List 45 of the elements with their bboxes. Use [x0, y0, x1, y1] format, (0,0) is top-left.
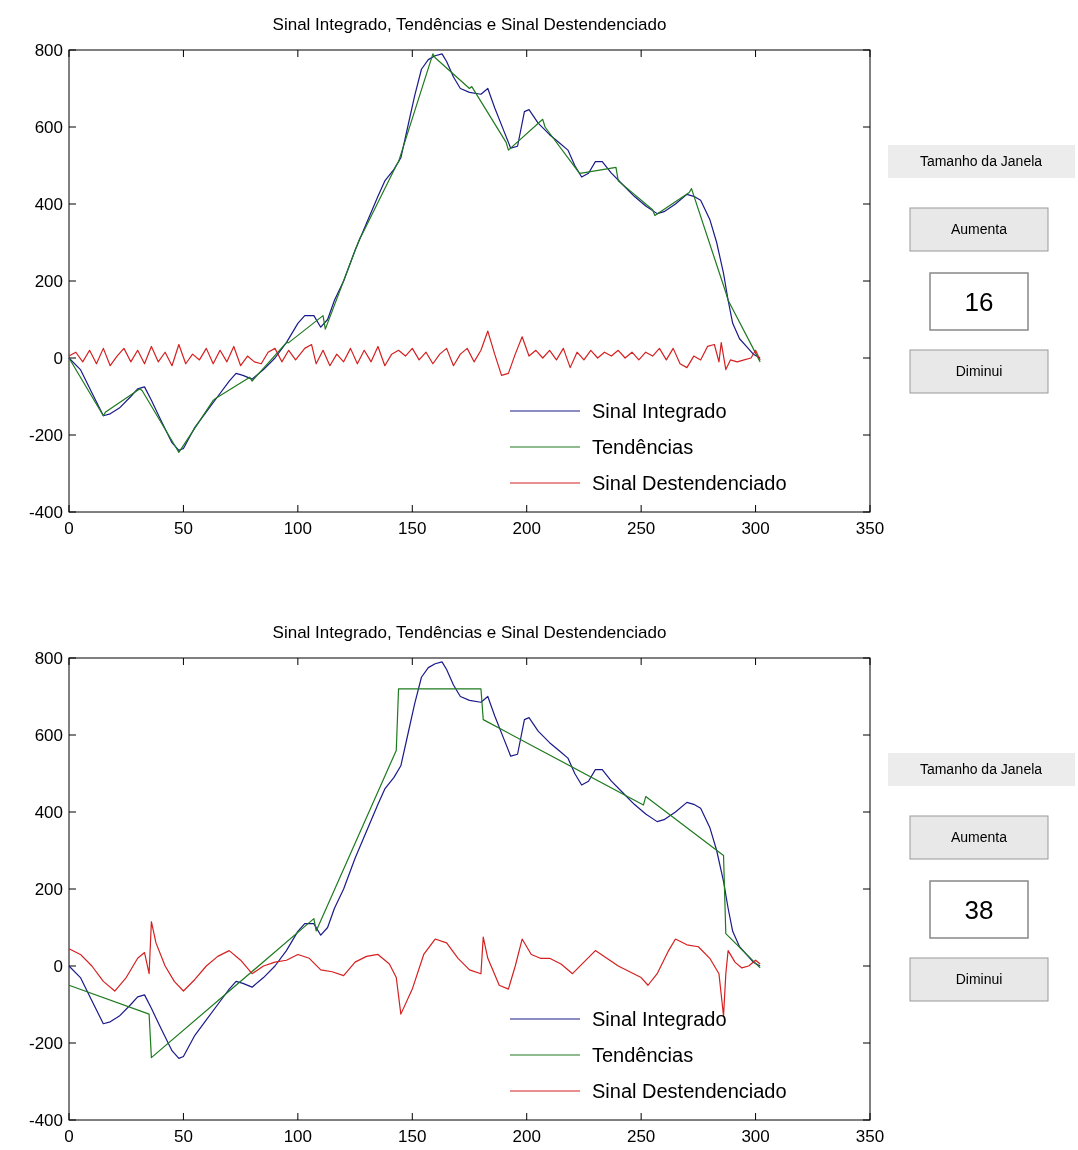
button: Diminui: [909, 349, 1049, 394]
y-tick-label: -200: [28, 1034, 63, 1053]
x-tick-label: 250: [626, 519, 656, 538]
x-tick-label: 350: [855, 519, 885, 538]
x-tick-label: 250: [626, 1127, 656, 1146]
text-field: 38: [929, 880, 1029, 939]
x-tick-label: 150: [398, 519, 427, 538]
x-tick-label: 50: [173, 1127, 193, 1146]
legend-label: Tendências: [592, 1044, 694, 1066]
chart-title: Sinal Integrado, Tendências e Sinal Destendenciado: [272, 15, 667, 34]
legend-label: Sinal Destendenciado: [592, 472, 787, 494]
legend-label: Sinal Destendenciado: [592, 1080, 787, 1102]
y-tick-label: 200: [34, 272, 63, 291]
y-tick-label: 800: [34, 649, 63, 668]
y-tick-label: 0: [53, 957, 63, 976]
chart-title: Sinal Integrado, Tendências e Sinal Destendenciado: [272, 623, 667, 642]
y-tick-label: -200: [28, 426, 63, 445]
button: Diminui: [909, 957, 1049, 1002]
y-tick-label: 0: [53, 349, 63, 368]
y-tick-label: 200: [34, 880, 63, 899]
legend-label: Sinal Integrado: [592, 400, 727, 422]
x-tick-label: 100: [283, 519, 313, 538]
x-tick-label: 50: [173, 519, 193, 538]
button: Aumenta: [909, 815, 1049, 860]
x-tick-label: 200: [512, 1127, 541, 1146]
x-tick-label: 300: [741, 1127, 770, 1146]
y-tick-label: 400: [34, 803, 63, 822]
button: Aumenta: [909, 207, 1049, 252]
legend-label: Tendências: [592, 436, 694, 458]
x-tick-label: 200: [512, 519, 541, 538]
x-tick-label: 100: [283, 1127, 313, 1146]
label-box: Tamanho da Janela: [888, 145, 1075, 178]
y-tick-label: 800: [34, 41, 63, 60]
text-field: 16: [929, 272, 1029, 331]
y-tick-label: 600: [34, 118, 63, 137]
y-tick-label: -400: [28, 503, 63, 522]
x-tick-label: 150: [398, 1127, 427, 1146]
y-tick-label: 600: [34, 726, 63, 745]
line-series: [68, 330, 761, 376]
x-tick-label: 350: [855, 1127, 885, 1146]
legend-label: Sinal Integrado: [592, 1008, 727, 1030]
y-tick-label: -400: [28, 1111, 63, 1130]
x-tick-label: 300: [741, 519, 770, 538]
label-box: Tamanho da Janela: [888, 753, 1075, 786]
y-tick-label: 400: [34, 195, 63, 214]
